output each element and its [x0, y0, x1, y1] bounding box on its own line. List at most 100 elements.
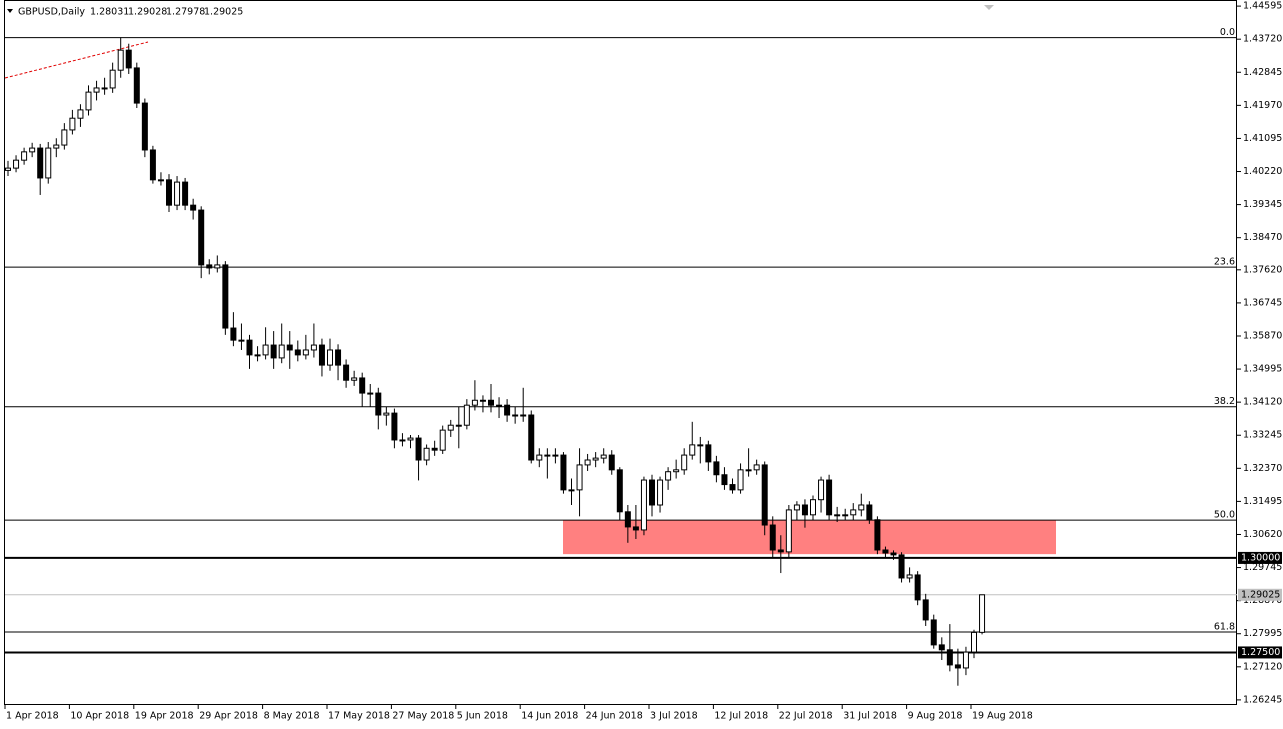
candle-body [608, 454, 615, 471]
candle-body [938, 644, 945, 651]
candle-body [971, 631, 977, 653]
candle-body [504, 404, 511, 416]
candle-body [133, 67, 140, 104]
candle-body [294, 349, 301, 356]
candle-body [13, 159, 20, 169]
x-tick-label: 17 May 2018 [328, 711, 390, 722]
candle-body [769, 524, 776, 551]
candle-body [826, 479, 833, 516]
candle-body [962, 651, 969, 669]
candle-body [874, 519, 881, 551]
candle-body [600, 454, 607, 459]
candle-body [930, 619, 937, 646]
candle-body [375, 392, 382, 416]
candle-body [141, 102, 148, 151]
candle-body [391, 412, 398, 441]
candle-body [866, 504, 873, 521]
y-tick-label: 1.39345 [1243, 199, 1282, 210]
candle-body [793, 504, 800, 511]
candle-body [69, 117, 76, 131]
candle-body [198, 209, 205, 266]
menu-arrow[interactable] [7, 9, 13, 13]
candle-body [367, 392, 374, 395]
candle-body [528, 414, 535, 461]
candle-body [560, 454, 567, 491]
candle-body [182, 181, 189, 206]
y-tick-label: 1.34995 [1243, 364, 1282, 375]
header-low: 1.27978 [166, 7, 205, 18]
fib-label: 50.0 [1214, 510, 1235, 521]
y-tick-label: 1.40220 [1243, 166, 1282, 177]
candle-body [343, 364, 350, 381]
candle-body [318, 344, 325, 366]
candle-body [584, 459, 591, 466]
candle-body [777, 549, 784, 553]
candle-body [214, 264, 221, 269]
price-box [1238, 588, 1282, 601]
x-tick-label: 14 Jun 2018 [521, 711, 578, 722]
candle-body [109, 69, 116, 89]
y-tick-label: 1.44595 [1243, 1, 1282, 12]
x-tick-label: 27 May 2018 [392, 711, 454, 722]
candle-body [166, 179, 172, 206]
candle-body [681, 454, 688, 471]
candle-body [858, 504, 865, 511]
candle-body [818, 479, 825, 501]
y-tick-label: 1.35870 [1243, 330, 1282, 341]
y-tick-label: 1.30620 [1243, 529, 1282, 540]
candle-body [954, 664, 961, 669]
candle-body [906, 574, 913, 579]
candle-body [657, 479, 664, 506]
level-box [1238, 646, 1282, 659]
candle-body [922, 599, 929, 621]
candle-body [77, 109, 84, 119]
candle-body [85, 91, 92, 111]
candle-body [5, 167, 11, 171]
candle-body [335, 349, 342, 366]
candle-body [415, 437, 422, 461]
candle-body [37, 147, 44, 179]
candle-body [689, 444, 696, 456]
candle-body [979, 594, 986, 633]
candle-body [399, 439, 406, 442]
candle-body [761, 464, 768, 526]
candle-body [262, 344, 269, 356]
price-box-label: 1.29025 [1241, 589, 1280, 600]
candle-body [157, 179, 164, 182]
candle-body [359, 377, 366, 394]
x-tick-label: 22 Jul 2018 [779, 711, 833, 722]
candle-body [254, 354, 261, 357]
candle-body [946, 649, 953, 666]
header-open: 1.28031 [90, 7, 129, 18]
x-tick-label: 19 Aug 2018 [972, 711, 1033, 722]
trend-line [4, 41, 149, 79]
header-high: 1.29028 [128, 7, 167, 18]
y-tick-label: 1.41970 [1243, 100, 1282, 111]
candle-body [512, 414, 519, 417]
candle-body [673, 469, 680, 473]
x-tick-label: 8 May 2018 [264, 711, 320, 722]
candle-body [53, 144, 60, 149]
candle-body [431, 447, 438, 451]
level-box [1238, 551, 1282, 564]
y-tick-label: 1.33245 [1243, 430, 1282, 441]
y-tick-label: 1.41095 [1243, 133, 1282, 144]
candle-body [753, 464, 760, 471]
candle-body [810, 499, 816, 516]
candle-body [624, 511, 631, 528]
candle-body [914, 574, 921, 601]
candle-body [45, 147, 52, 179]
candle-body [576, 464, 583, 491]
candle-body [222, 264, 229, 329]
symbol: GBPUSD,Daily [18, 7, 85, 18]
candle-body [496, 404, 503, 407]
y-tick-label: 1.36745 [1243, 297, 1282, 308]
support-zone [563, 520, 1056, 555]
candle-body [616, 469, 623, 513]
candle-body [206, 264, 213, 269]
fib-label: 61.8 [1214, 622, 1235, 633]
y-tick-label: 1.26245 [1243, 694, 1282, 705]
y-tick-label: 1.37620 [1243, 264, 1282, 275]
candle-body [544, 454, 551, 457]
